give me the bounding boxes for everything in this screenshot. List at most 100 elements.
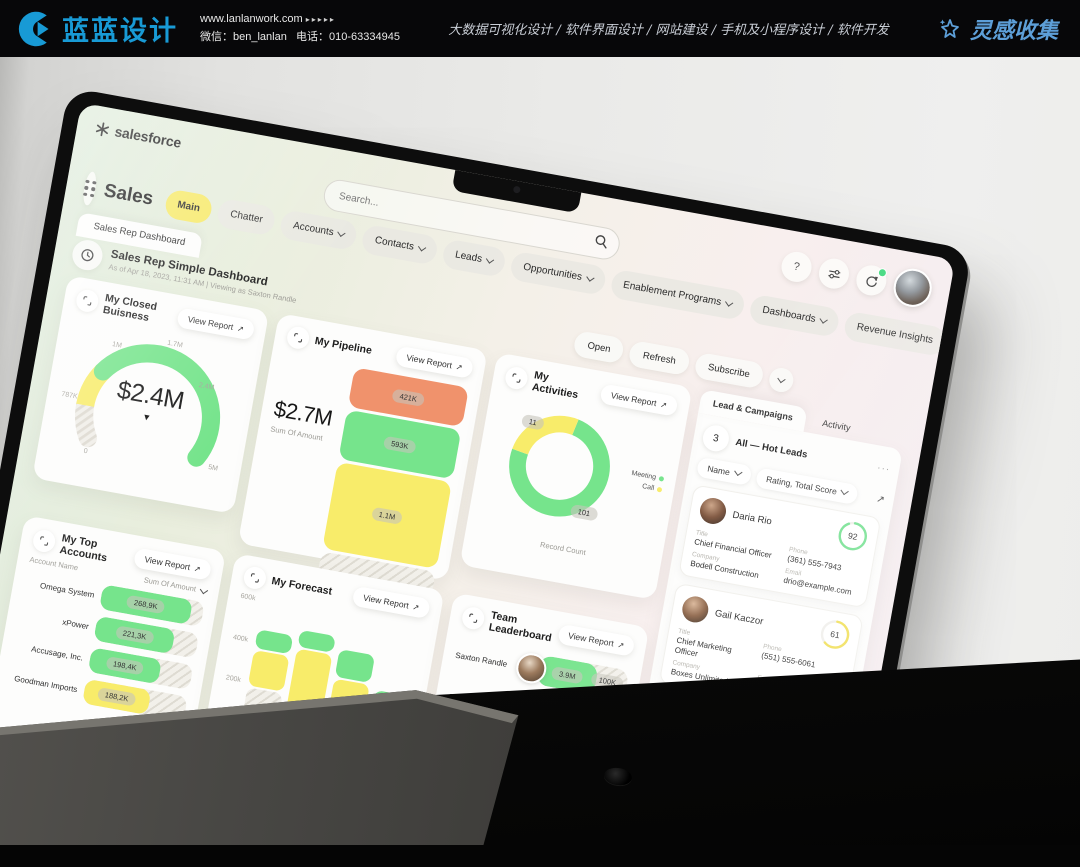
salesforce-wordmark: salesforce <box>113 123 183 151</box>
gauge-chart: 0 787K 1M 1.7M 2.4M 5M $2.4M ▼ <box>49 315 251 483</box>
y-tick: 400k <box>232 633 249 644</box>
donut-legend: Meeting Call <box>628 470 665 497</box>
arrow-up-right-icon: ↗ <box>193 564 202 575</box>
settings-button[interactable] <box>816 256 852 292</box>
panel-expand-arrow-icon[interactable]: ↗ <box>875 493 886 506</box>
account-name: Accusage, Inc. <box>30 644 84 663</box>
segment-value: 421K <box>391 388 426 407</box>
segment-value: 593K <box>383 435 417 454</box>
sparkle-star-icon <box>939 18 959 38</box>
account-bar[interactable]: 198,4K <box>87 647 163 685</box>
sliders-icon <box>827 269 840 278</box>
lead-card-daria-rio[interactable]: Daria Rio 92 Title Chief F <box>678 484 882 609</box>
laptop-screen: salesforce ? <box>0 102 956 867</box>
help-icon: ? <box>792 260 801 274</box>
nav-tab-leads[interactable]: Leads <box>440 237 508 278</box>
sync-icon <box>866 275 878 287</box>
arrow-up-right-icon: ↗ <box>616 640 625 651</box>
list-title: All — Hot Leads <box>734 436 809 461</box>
chevron-down-icon <box>777 374 786 384</box>
expand-icon[interactable] <box>460 605 487 631</box>
salesforce-star-icon <box>95 121 110 136</box>
nav-tab-revenue-insights[interactable]: Revenue Insights <box>842 310 948 357</box>
dashboard-clock-badge <box>70 237 105 273</box>
card-team-leaderboard: Team Leaderboard View Report ↗ Saxton Ran… <box>417 592 650 833</box>
collect-label: 灵感收集 <box>969 17 1058 44</box>
webcam <box>512 185 521 194</box>
lead-name: Gail Kaczor <box>714 607 765 628</box>
card-my-pipeline: My Pipeline View Report ↗ $2.7M Sum Of Am… <box>237 313 488 632</box>
clock-icon <box>81 249 94 262</box>
expand-icon[interactable] <box>31 528 57 554</box>
lead-score: 92 <box>847 530 859 542</box>
y-tick: 600k <box>239 592 257 603</box>
y-tick: 200k <box>225 674 242 685</box>
brand-name: 蓝蓝设计 <box>62 16 178 46</box>
expand-icon[interactable] <box>285 325 311 351</box>
card-title: My Pipeline <box>313 334 373 357</box>
pipeline-segment-discovery[interactable]: 1.1M <box>322 461 452 569</box>
expand-icon[interactable] <box>242 565 268 591</box>
bar-value: 268,9K <box>126 594 166 615</box>
expand-icon[interactable] <box>503 365 530 391</box>
gauge-tick: 1M <box>111 341 123 350</box>
score-ring: 61 <box>818 617 853 652</box>
account-bar[interactable]: 221,3K <box>93 615 176 655</box>
app-title: Sales <box>102 180 155 210</box>
filter-name[interactable]: Name <box>695 456 753 486</box>
account-name: Goodman Imports <box>13 673 79 695</box>
notifications-button[interactable] <box>853 262 889 298</box>
refresh-button[interactable]: Refresh <box>627 340 691 377</box>
inspiration-collect[interactable]: 灵感收集 <box>937 13 1080 45</box>
gauge-tick: 5M <box>207 463 219 473</box>
lead-card-gail-kaczor[interactable]: Gail Kaczor 61 Title Chief <box>658 582 864 717</box>
card-title: Team Leaderboard <box>487 609 553 645</box>
website-link[interactable]: www.lanlanwork.com <box>200 13 303 26</box>
brand-box: 蓝蓝设计 www.lanlanwork.com ▸▸▸▸▸ 微信：ben_lan… <box>0 9 400 49</box>
lead-name: Daria Rio <box>731 509 773 527</box>
arrow-decor: ▸▸▸▸▸ <box>305 15 336 25</box>
chevron-down-icon <box>199 585 209 594</box>
more-options-icon[interactable]: ··· <box>876 461 892 476</box>
chevron-down-icon <box>819 315 828 324</box>
phone-label: 电话：010-63334945 <box>296 30 400 43</box>
notification-status-dot <box>877 267 888 278</box>
score-ring: 92 <box>835 519 870 554</box>
lead-count-badge: 3 <box>700 423 732 454</box>
bottom-shadow <box>0 845 1080 867</box>
nav-tab-accounts[interactable]: Accounts <box>278 208 359 251</box>
chevron-down-icon <box>733 467 743 476</box>
app-launcher-icon[interactable] <box>81 170 99 207</box>
view-report-button[interactable]: View Report ↗ <box>394 345 475 379</box>
account-name: xPower <box>61 617 90 632</box>
lead-score: 61 <box>829 628 841 641</box>
services-list: 大数据可视化设计 / 软件界面设计 / 网站建设 / 手机及小程序设计 / 软件… <box>448 23 889 38</box>
card-my-closed-business: My Closed Buisness View Report ↗ <box>32 275 270 515</box>
avatar <box>697 495 729 527</box>
user-avatar[interactable] <box>890 265 935 310</box>
laptop: salesforce ? <box>0 87 973 867</box>
bar-value: 3.9M <box>551 665 584 684</box>
search-icon <box>595 235 607 249</box>
nav-tab-main[interactable]: Main <box>163 187 215 225</box>
rep-name: Saxton Randle <box>454 650 508 669</box>
top-banner: 蓝蓝设计 www.lanlanwork.com ▸▸▸▸▸ 微信：ben_lan… <box>0 0 1080 57</box>
view-report-button[interactable]: View Report ↗ <box>556 623 636 658</box>
arrow-up-right-icon: ↗ <box>236 323 245 334</box>
nav-tab-overflow[interactable]: R <box>949 329 956 364</box>
nav-tab-contacts[interactable]: Contacts <box>360 223 440 266</box>
card-my-top-accounts: My Top Accounts View Report ↗ Account Nam… <box>0 515 227 784</box>
chevron-down-icon <box>840 486 850 496</box>
bar-value: 188,2K <box>96 687 137 707</box>
account-bar[interactable]: 188,2K <box>81 678 152 715</box>
more-actions-button[interactable] <box>767 366 796 394</box>
avatar <box>680 594 711 625</box>
help-button[interactable]: ? <box>779 249 814 285</box>
nav-tab-chatter[interactable]: Chatter <box>216 197 278 237</box>
chevron-down-icon <box>585 273 595 282</box>
expand-icon[interactable] <box>74 288 101 314</box>
open-button[interactable]: Open <box>572 330 626 365</box>
chevron-down-icon <box>485 255 495 264</box>
lanlan-logo-icon <box>18 11 49 46</box>
bar-value: 198,4K <box>105 656 145 676</box>
